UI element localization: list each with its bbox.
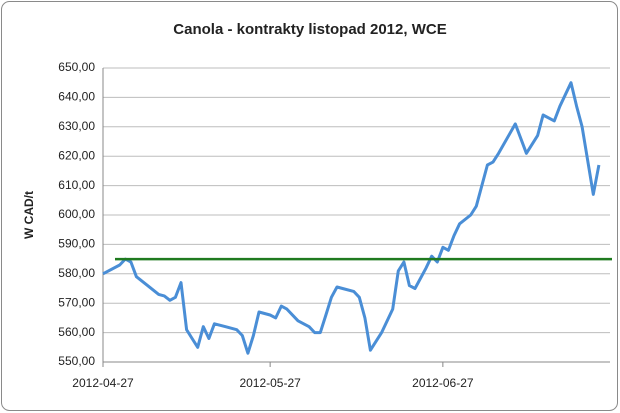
x-tick-label: 2012-06-27 bbox=[412, 376, 474, 390]
y-tick-label: 600,00 bbox=[58, 207, 95, 221]
y-tick-label: 640,00 bbox=[58, 90, 95, 104]
y-tick-label: 610,00 bbox=[58, 178, 95, 192]
data-line bbox=[102, 81, 601, 355]
y-tick-label: 590,00 bbox=[58, 237, 95, 251]
x-tick-label: 2012-05-27 bbox=[239, 376, 301, 390]
x-tick-label: 2012-04-27 bbox=[72, 376, 134, 390]
y-tick-label: 630,00 bbox=[58, 119, 95, 133]
y-axis-label: W CAD/t bbox=[22, 191, 36, 239]
y-tick-label: 550,00 bbox=[58, 354, 95, 368]
y-tick-label: 620,00 bbox=[58, 148, 95, 162]
y-tick-label: 580,00 bbox=[58, 266, 95, 280]
chart-title: Canola - kontrakty listopad 2012, WCE bbox=[173, 21, 446, 38]
y-tick-label: 570,00 bbox=[58, 295, 95, 309]
y-tick-label: 560,00 bbox=[58, 325, 95, 339]
y-tick-label: 650,00 bbox=[58, 60, 95, 74]
